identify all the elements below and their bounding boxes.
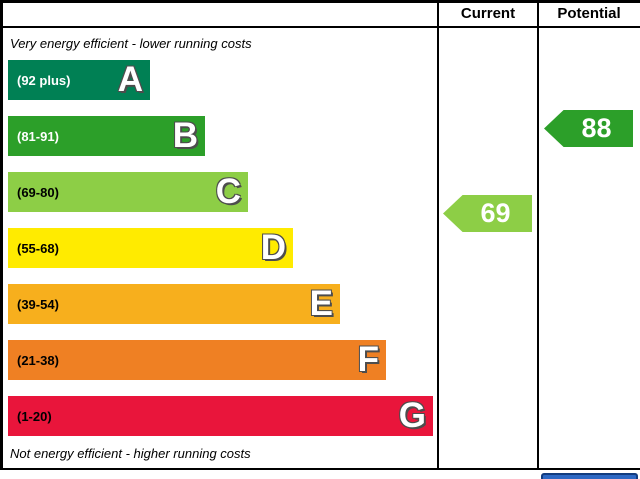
band-g: (1-20) G [8, 396, 433, 436]
current-column-header: Current [460, 5, 516, 22]
potential-rating-value: 88 [581, 113, 612, 143]
potential-rating-arrow: 88 [544, 110, 633, 147]
band-b-range-label: (81-91) [17, 128, 59, 144]
band-f: (21-38) F [8, 340, 386, 380]
band-g-letter: G [398, 396, 426, 435]
band-a-range-label: (92 plus) [17, 72, 71, 88]
band-b: (81-91) B [8, 116, 205, 156]
band-f-range-label: (21-38) [17, 352, 59, 368]
top-caption: Very energy efficient - lower running co… [10, 36, 252, 51]
current-rating-arrow: 69 [443, 195, 532, 232]
band-c-range-label: (69-80) [17, 184, 59, 200]
header-divider-line [0, 26, 640, 28]
band-a: (92 plus) A [8, 60, 150, 100]
potential-column-divider [537, 0, 539, 470]
band-f-letter: F [357, 340, 379, 379]
chart-left-border [0, 0, 3, 470]
band-e-letter: E [309, 284, 333, 323]
bottom-caption: Not energy efficient - higher running co… [10, 446, 251, 461]
partial-footer-box [541, 473, 638, 479]
band-d-letter: D [260, 228, 286, 267]
band-c: (69-80) C [8, 172, 248, 212]
chart-top-border [0, 0, 640, 3]
band-g-range-label: (1-20) [17, 408, 52, 424]
band-d-range-label: (55-68) [17, 240, 59, 256]
band-e: (39-54) E [8, 284, 340, 324]
band-a-letter: A [117, 60, 143, 99]
band-e-range-label: (39-54) [17, 296, 59, 312]
current-rating-value: 69 [480, 198, 511, 228]
current-column-divider [437, 0, 439, 470]
band-b-letter: B [172, 116, 198, 155]
chart-bottom-border [0, 468, 640, 470]
band-d: (55-68) D [8, 228, 293, 268]
band-c-letter: C [215, 172, 241, 211]
potential-column-header: Potential [557, 5, 621, 22]
